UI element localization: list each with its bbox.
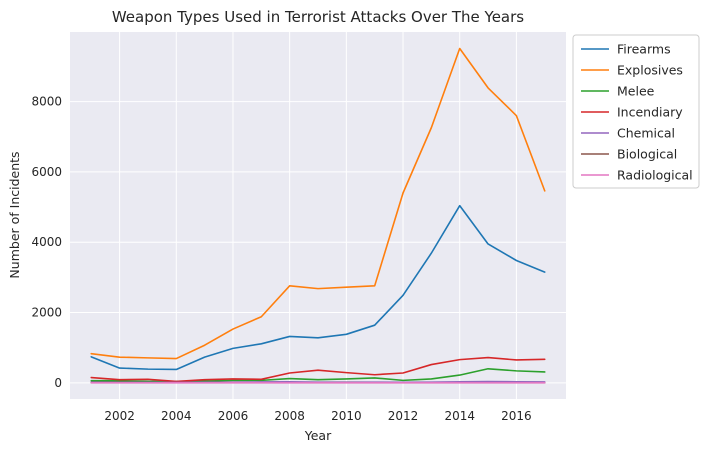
series-line-firearms <box>90 204 546 371</box>
legend-label-explosives: Explosives <box>617 63 683 78</box>
series-line-incendiary <box>90 356 546 383</box>
legend-label-radiological: Radiological <box>617 168 693 183</box>
legend-label-melee: Melee <box>617 84 655 99</box>
legend-box <box>572 34 700 189</box>
grid-lines <box>70 32 566 399</box>
legend: Firearms Explosives Melee Incendiary Chemica… <box>572 34 700 189</box>
x-axis-label: Year <box>304 428 332 443</box>
x-tick-label: 2004 <box>161 409 192 423</box>
series-lines <box>90 47 546 384</box>
series-line-explosives <box>90 47 546 360</box>
y-tick-label: 6000 <box>31 165 62 179</box>
y-tick-label: 2000 <box>31 306 62 320</box>
x-tick-label: 2010 <box>331 409 362 423</box>
y-tick-label: 0 <box>54 376 62 390</box>
chart-title: Weapon Types Used in Terrorist Attacks O… <box>112 8 524 26</box>
x-tick-label: 2002 <box>104 409 135 423</box>
x-tick-label: 2012 <box>388 409 419 423</box>
legend-label-firearms: Firearms <box>617 42 671 57</box>
x-tick-label: 2008 <box>274 409 305 423</box>
legend-label-chemical: Chemical <box>617 126 675 141</box>
x-tick-label: 2016 <box>501 409 532 423</box>
x-tick-label: 2014 <box>444 409 475 423</box>
plot-area <box>70 32 566 399</box>
tick-labels: 2002 2004 2006 2008 2010 2012 2014 2016 0 2000 400… <box>31 95 531 423</box>
y-tick-label: 8000 <box>31 95 62 109</box>
x-tick-label: 2006 <box>218 409 249 423</box>
legend-label-incendiary: Incendiary <box>617 105 683 120</box>
y-tick-label: 4000 <box>31 235 62 249</box>
y-axis-label: Number of Incidents <box>7 151 22 278</box>
legend-label-biological: Biological <box>617 147 677 162</box>
